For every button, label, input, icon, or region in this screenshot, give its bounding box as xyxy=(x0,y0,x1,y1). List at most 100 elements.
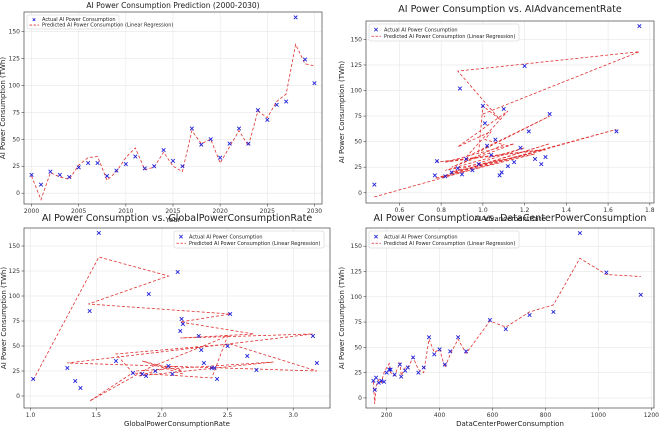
actual-point xyxy=(410,355,416,360)
x-tick-label: 2.0 xyxy=(157,412,167,419)
actual-point xyxy=(146,291,151,297)
y-tick-label: 50 xyxy=(354,344,362,351)
actual-point xyxy=(449,170,454,175)
y-tick-label: 50 xyxy=(12,343,20,350)
actual-point xyxy=(123,161,128,167)
x-tick-label: 200 xyxy=(381,412,393,419)
actual-point xyxy=(470,168,475,173)
chart-p2: AI Power Consumption vs. AIAdvancementRa… xyxy=(338,4,655,223)
actual-point xyxy=(392,372,397,377)
x-tick-label: 600 xyxy=(487,412,499,419)
chart-title: AI Power Consumption vs. AIAdvancementRa… xyxy=(398,4,622,15)
actual-point xyxy=(199,142,204,147)
actual-point xyxy=(455,335,461,340)
x-tick-label: 2020 xyxy=(213,208,228,215)
actual-point xyxy=(373,375,379,380)
x-tick-label: 2015 xyxy=(165,208,180,215)
x-tick-label: 1000 xyxy=(591,412,606,419)
actual-point xyxy=(265,117,270,122)
y-tick-label: 25 xyxy=(12,368,20,375)
y-tick-label: 75 xyxy=(354,113,362,120)
y-tick-label: 125 xyxy=(351,62,363,69)
x-tick-label: 2000 xyxy=(24,208,39,215)
actual-point xyxy=(201,360,207,366)
actual-point xyxy=(387,367,392,372)
actual-point xyxy=(443,174,448,179)
actual-point xyxy=(457,86,463,91)
actual-point xyxy=(208,137,213,142)
y-tick-label: 50 xyxy=(354,139,362,146)
chart-title: AI Power Consumption vs. DataCenterPower… xyxy=(374,213,647,224)
actual-point xyxy=(426,335,432,340)
actual-point xyxy=(405,365,410,370)
actual-point xyxy=(614,129,619,134)
predicted-series-line xyxy=(373,257,641,405)
x-tick-label: 1.8 xyxy=(645,207,655,214)
actual-point xyxy=(381,379,387,384)
actual-point xyxy=(179,316,184,322)
actual-point xyxy=(38,182,44,187)
actual-point xyxy=(284,99,289,104)
actual-point xyxy=(104,173,110,179)
actual-point xyxy=(388,367,393,372)
x-tick-label: 1.0 xyxy=(478,207,488,214)
y-tick-label: 125 xyxy=(9,268,21,275)
actual-point xyxy=(379,378,384,383)
actual-point xyxy=(527,312,532,318)
y-axis-label: AI Power Consumption (TWh) xyxy=(0,267,8,369)
y-tick-label: 100 xyxy=(351,88,363,95)
actual-point xyxy=(482,121,488,126)
legend-box xyxy=(368,230,520,249)
actual-point xyxy=(543,154,548,160)
actual-point xyxy=(180,164,185,169)
x-tick-label: 0.8 xyxy=(436,207,446,214)
actual-point xyxy=(196,333,201,339)
x-axis-label: Year xyxy=(165,216,181,224)
x-axis-label: GlobalPowerConsumptionRate xyxy=(124,420,230,428)
legend-box xyxy=(368,23,520,42)
actual-point xyxy=(416,370,421,375)
y-tick-label: 75 xyxy=(354,319,362,326)
actual-point xyxy=(114,168,119,173)
y-tick-label: 0 xyxy=(358,395,362,402)
actual-point xyxy=(144,373,149,379)
y-tick-label: 100 xyxy=(351,294,363,301)
chart-title: AI Power Consumption vs. GlobalPowerCons… xyxy=(42,213,312,224)
actual-point xyxy=(455,166,460,171)
actual-point xyxy=(480,103,485,108)
actual-point xyxy=(170,158,176,163)
actual-point xyxy=(505,164,511,169)
actual-point xyxy=(212,365,217,371)
legend-predicted-label: Predicted AI Power Consumption (Linear R… xyxy=(189,241,320,247)
y-axis-label: AI Power Consumption (TWh) xyxy=(0,57,7,159)
actual-point xyxy=(484,143,490,148)
actual-point xyxy=(487,317,493,323)
actual-point xyxy=(463,349,469,354)
actual-point xyxy=(448,349,453,354)
actual-point xyxy=(87,308,92,314)
x-tick-label: 2025 xyxy=(260,208,275,215)
actual-point xyxy=(637,23,642,29)
y-tick-label: 150 xyxy=(9,243,21,250)
actual-point xyxy=(421,365,426,370)
y-tick-label: 100 xyxy=(9,82,21,89)
x-tick-label: 800 xyxy=(540,412,552,419)
actual-point xyxy=(397,362,403,367)
actual-point xyxy=(372,387,377,392)
x-tick-label: 1.2 xyxy=(520,207,530,214)
legend-actual-label: Actual AI Power Consumption xyxy=(384,234,458,240)
x-tick-label: 1.0 xyxy=(26,412,36,419)
x-tick-label: 2.5 xyxy=(223,412,233,419)
predicted-series-line xyxy=(374,51,640,198)
actual-point xyxy=(142,166,147,171)
actual-point xyxy=(577,230,583,236)
actual-point xyxy=(372,182,377,187)
actual-point xyxy=(57,172,62,177)
actual-point xyxy=(130,370,136,376)
legend-predicted-label: Predicted AI Power Consumption (Linear R… xyxy=(384,241,515,247)
actual-point xyxy=(503,327,508,332)
